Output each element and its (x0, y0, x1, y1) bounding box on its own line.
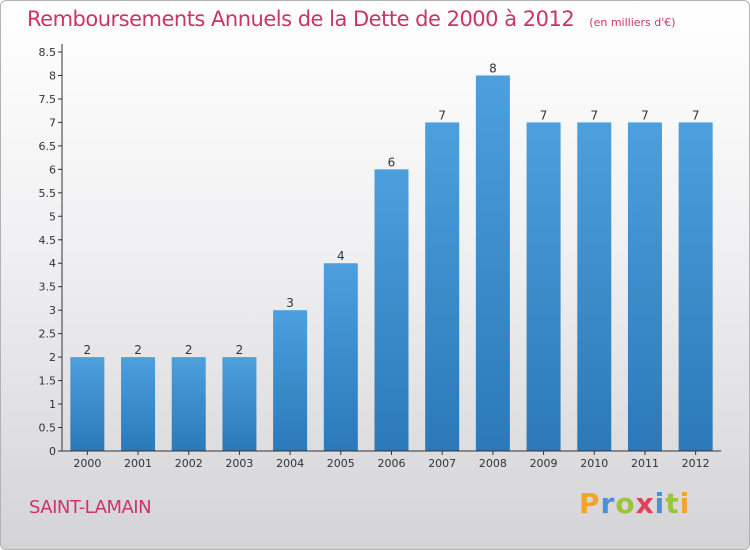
bars-layer (70, 75, 713, 452)
x-tick-label: 2004 (276, 457, 304, 470)
y-tick-label: 8.5 (39, 46, 57, 59)
bar-2011 (627, 122, 662, 451)
x-tick-label: 2002 (175, 457, 203, 470)
logo-letter: r (600, 487, 616, 520)
data-label: 2 (134, 343, 142, 357)
x-tick-label: 2001 (124, 457, 152, 470)
bar-2005 (323, 263, 358, 451)
x-tick-label: 2008 (479, 457, 507, 470)
data-label: 7 (540, 108, 548, 122)
y-tick-label: 3.5 (39, 281, 57, 294)
bar-2012 (678, 122, 713, 451)
x-tick-label: 2005 (327, 457, 355, 470)
logo-letter: i (654, 487, 666, 520)
y-tick-label: 5.5 (39, 187, 57, 200)
logo-letter: i (679, 487, 691, 520)
data-label: 7 (692, 108, 700, 122)
bar-2010 (577, 122, 612, 451)
logo-letter: x (635, 487, 655, 520)
y-tick-label: 1 (49, 398, 56, 411)
axis-layer: 0 0.5 1 1.5 2 2.5 3 3.5 4 4.5 5 5.5 6 6.5 7 7.5 8 8.5 2 200… (39, 44, 721, 470)
x-tick-label: 2012 (682, 457, 710, 470)
y-tick-label: 0.5 (39, 422, 57, 435)
x-tick-label: 2009 (530, 457, 558, 470)
x-tick-label: 2000 (73, 457, 101, 470)
x-tick-label: 2007 (428, 457, 456, 470)
proxiti-logo: Proxiti (579, 487, 690, 520)
y-tick-label: 6.5 (39, 140, 57, 153)
commune-name: SAINT-LAMAIN (29, 497, 152, 518)
y-tick-label: 3 (49, 304, 56, 317)
bar-2002 (171, 357, 206, 451)
chart-subtitle: (en milliers d'€) (589, 16, 676, 29)
y-tick-label: 7.5 (39, 93, 57, 106)
bar-2009 (526, 122, 561, 451)
bar-2003 (222, 357, 257, 451)
bar-2001 (121, 357, 156, 451)
data-label: 3 (286, 296, 294, 310)
bar-2006 (374, 169, 409, 451)
y-tick-label: 2 (49, 351, 56, 364)
logo-letter: P (579, 487, 601, 520)
logo-letter: o (615, 487, 636, 520)
data-label: 4 (337, 249, 345, 263)
data-label: 2 (84, 343, 92, 357)
y-tick-label: 1.5 (39, 375, 57, 388)
bar-2007 (425, 122, 460, 451)
bar-2008 (475, 75, 510, 452)
x-tick-label: 2006 (378, 457, 406, 470)
y-tick-label: 5 (49, 210, 56, 223)
y-tick-label: 4.5 (39, 234, 57, 247)
x-tick-label: 2003 (225, 457, 253, 470)
x-tick-label: 2010 (580, 457, 608, 470)
logo-letter: t (665, 487, 680, 520)
y-tick-label: 0 (49, 445, 56, 458)
chart-title: Remboursements Annuels de la Dette de 20… (27, 7, 575, 31)
y-tick-label: 4 (49, 257, 56, 270)
data-label: 7 (590, 108, 598, 122)
data-label: 8 (489, 61, 497, 75)
y-tick-label: 6 (49, 163, 56, 176)
data-label: 7 (641, 108, 649, 122)
x-tick-label: 2011 (631, 457, 659, 470)
data-label: 2 (236, 343, 244, 357)
data-label: 2 (185, 343, 193, 357)
y-tick-label: 2.5 (39, 328, 57, 341)
bar-2000 (70, 357, 105, 451)
data-label: 7 (438, 108, 446, 122)
y-tick-label: 8 (49, 69, 56, 82)
y-tick-label: 7 (49, 116, 56, 129)
data-label: 6 (388, 155, 396, 169)
bar-2004 (273, 310, 308, 451)
title-row: Remboursements Annuels de la Dette de 20… (27, 7, 676, 31)
